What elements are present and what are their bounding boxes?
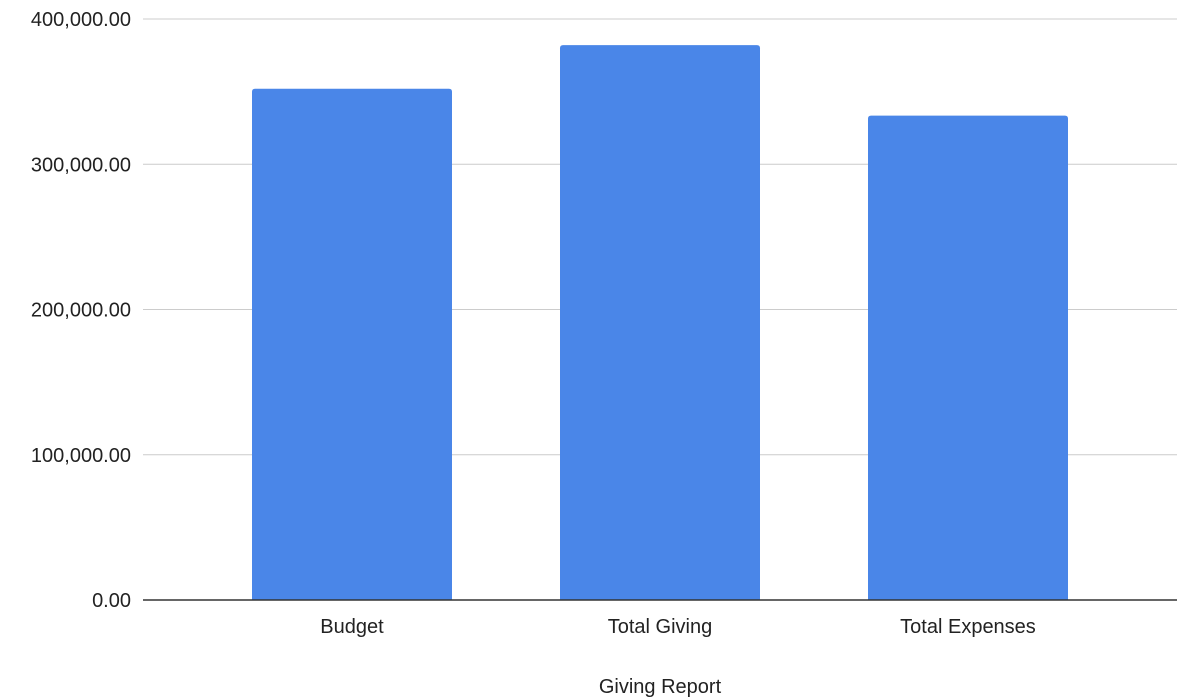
y-tick-label: 0.00 — [92, 590, 131, 612]
bars — [252, 45, 1068, 600]
y-tick-label: 100,000.00 — [31, 445, 131, 467]
y-tick-label: 300,000.00 — [31, 154, 131, 176]
bar-total-expenses — [868, 115, 1068, 600]
x-category-label: Total Expenses — [900, 616, 1036, 638]
x-axis-category-labels: Budget Total Giving Total Expenses — [320, 616, 1036, 638]
y-tick-label: 200,000.00 — [31, 300, 131, 322]
y-axis-tick-labels: 0.00 100,000.00 200,000.00 300,000.00 400,00… — [31, 9, 131, 612]
x-category-label: Total Giving — [608, 616, 713, 638]
bar-total-giving — [560, 45, 760, 600]
x-axis-title: Giving Report — [599, 676, 722, 698]
bar-budget — [252, 88, 452, 600]
x-category-label: Budget — [320, 616, 384, 638]
y-tick-label: 400,000.00 — [31, 9, 131, 31]
